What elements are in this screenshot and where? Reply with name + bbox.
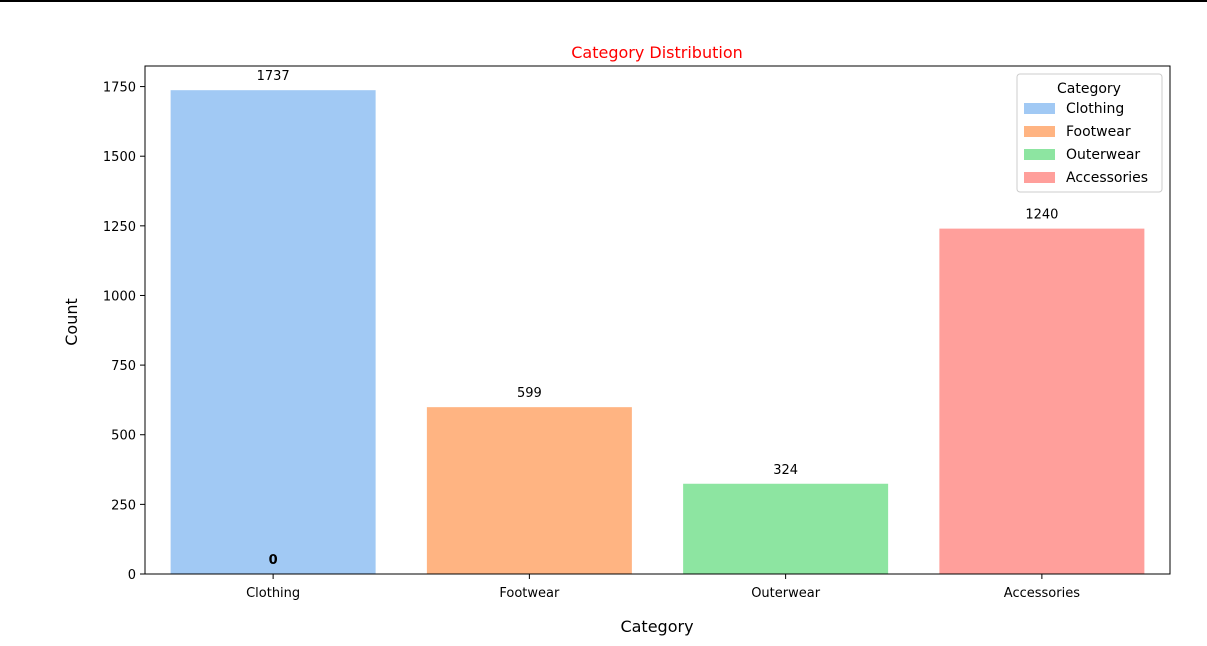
x-tick-label-accessories: Accessories: [1004, 586, 1080, 601]
x-axis-label: Category: [620, 617, 693, 636]
bar-footwear: [426, 407, 632, 574]
legend-swatch-outerwear: [1024, 149, 1055, 160]
annotation-label: 0: [269, 553, 278, 568]
top-border-line: [0, 0, 1207, 2]
y-axis-label: Count: [62, 298, 81, 346]
y-tick-label: 500: [111, 429, 136, 444]
chart-title: Category Distribution: [571, 43, 743, 62]
y-tick-label: 1500: [103, 150, 136, 165]
legend-label-clothing: Clothing: [1066, 101, 1124, 117]
legend-swatch-accessories: [1024, 172, 1055, 183]
data-label-footwear: 599: [517, 386, 542, 401]
x-tick-label-outerwear: Outerwear: [751, 586, 821, 601]
data-label-outerwear: 324: [773, 463, 798, 478]
legend-title: Category: [1057, 81, 1121, 97]
data-label-accessories: 1240: [1025, 208, 1058, 223]
data-label-clothing: 1737: [257, 69, 290, 84]
legend-swatch-footwear: [1024, 126, 1055, 137]
y-tick-label: 1750: [103, 81, 136, 96]
x-tick-label-footwear: Footwear: [499, 586, 560, 601]
bar-outerwear: [683, 483, 889, 574]
legend-label-footwear: Footwear: [1066, 124, 1131, 140]
axes-layer: 0 250 500 750 1000 1250 1500 1750 Clothing Footwe…: [103, 65, 1171, 601]
plot-frame: [144, 65, 1171, 575]
y-tick-label: 250: [111, 498, 136, 513]
bar-accessories: [939, 228, 1145, 574]
y-tick-label: 750: [111, 359, 136, 374]
bars-layer: 1737 599 324 1240 0: [170, 69, 1145, 574]
bar-clothing: [170, 90, 376, 574]
y-tick-label: 1000: [103, 289, 136, 304]
legend-label-accessories: Accessories: [1066, 170, 1148, 186]
y-tick-label: 0: [128, 568, 136, 583]
x-tick-label-clothing: Clothing: [246, 586, 300, 601]
legend-label-outerwear: Outerwear: [1066, 147, 1140, 163]
legend-items: Clothing Footwear Outerwear Accessories: [1024, 101, 1148, 186]
chart-legend: Category Clothing Footwear Outerwear Access…: [1016, 73, 1163, 193]
legend-swatch-clothing: [1024, 103, 1055, 114]
y-tick-label: 1250: [103, 220, 136, 235]
